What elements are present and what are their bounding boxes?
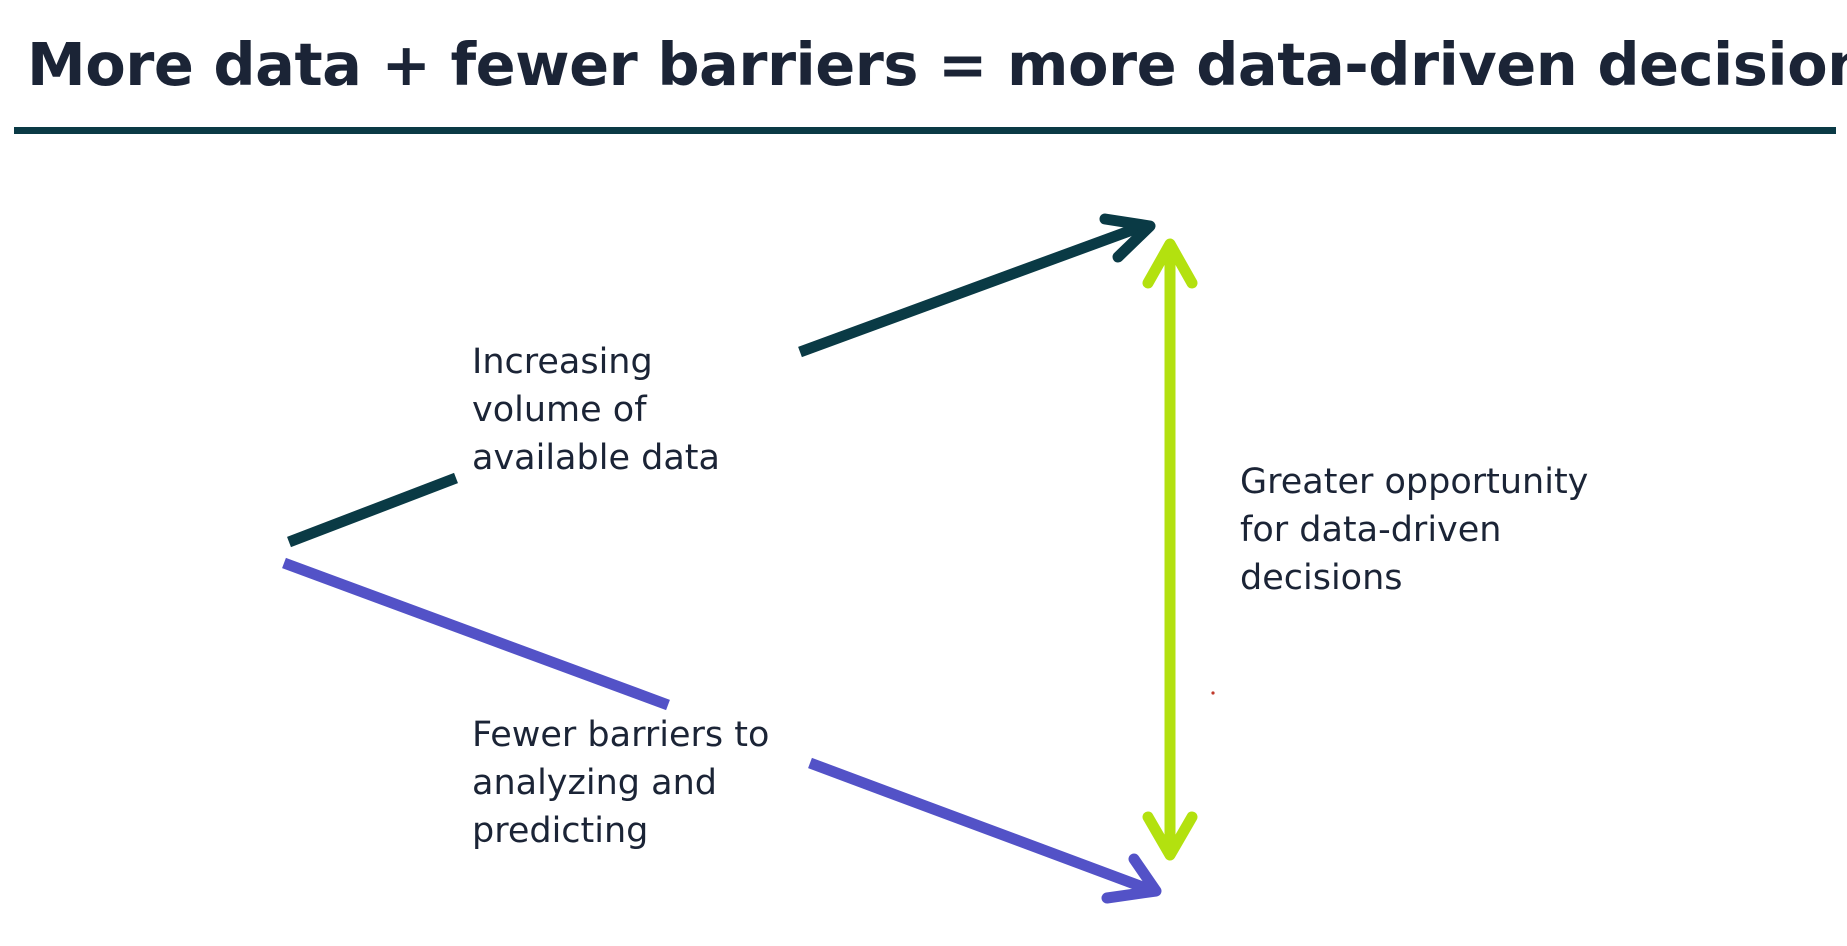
- data-volume-label-line-1: Increasing: [472, 342, 653, 382]
- opportunity-label-line-1: Greater opportunity: [1240, 462, 1589, 502]
- opportunity-label-line-3: decisions: [1240, 558, 1403, 598]
- data-volume-arrow-lower-segment: [287, 472, 458, 548]
- fewer-barriers-label-line-1: Fewer barriers to: [472, 715, 770, 755]
- fewer-barriers-arrow-icon: [282, 557, 1162, 904]
- data-volume-label-line-2: volume of: [472, 390, 647, 430]
- opportunity-arrow-top-head: [1142, 238, 1198, 289]
- data-volume-arrow-icon: [287, 213, 1156, 548]
- fewer-barriers-arrow-head: [1101, 853, 1162, 904]
- data-volume-label: Increasing volume of available data: [472, 338, 720, 482]
- opportunity-label-line-2: for data-driven: [1240, 510, 1502, 550]
- fewer-barriers-arrow-lower-segment: [808, 757, 1150, 895]
- fewer-barriers-label-line-3: predicting: [472, 811, 649, 851]
- opportunity-label: Greater opportunity for data-driven deci…: [1240, 458, 1588, 602]
- title-divider: [14, 127, 1836, 134]
- data-volume-arrow-head: [1099, 213, 1156, 263]
- fewer-barriers-arrow-upper-segment: [282, 557, 670, 711]
- slide-title: More data + fewer barriers = more data-d…: [27, 30, 1847, 99]
- opportunity-arrow-bottom-head: [1142, 811, 1198, 861]
- fewer-barriers-label: Fewer barriers to analyzing and predicti…: [472, 711, 769, 855]
- data-volume-arrow-upper-segment: [798, 220, 1145, 358]
- fewer-barriers-label-line-2: analyzing and: [472, 763, 717, 803]
- stray-dot: [1211, 691, 1215, 695]
- data-volume-label-line-3: available data: [472, 438, 720, 478]
- opportunity-arrow-icon: [1142, 238, 1198, 861]
